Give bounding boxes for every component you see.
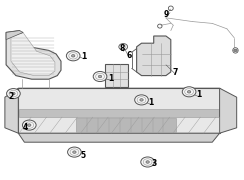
Circle shape [22,120,36,130]
Polygon shape [18,133,220,142]
Circle shape [187,91,191,93]
Polygon shape [137,36,171,76]
Text: 2: 2 [8,92,14,101]
Polygon shape [220,88,237,133]
Polygon shape [6,31,61,79]
Text: 1: 1 [196,90,202,99]
Text: 7: 7 [173,68,178,76]
Circle shape [28,124,31,126]
Text: 6: 6 [127,51,132,60]
Circle shape [7,89,20,99]
Text: 4: 4 [23,123,28,132]
Circle shape [135,95,148,105]
Polygon shape [6,31,23,40]
Circle shape [66,51,80,61]
Polygon shape [11,33,55,76]
Circle shape [68,147,81,157]
Polygon shape [18,88,220,95]
Circle shape [93,71,107,82]
Text: 5: 5 [80,151,86,160]
Polygon shape [76,118,176,132]
Text: 9: 9 [163,10,169,19]
Circle shape [141,157,154,167]
Text: 1: 1 [149,98,154,107]
Polygon shape [18,88,220,133]
Circle shape [73,151,76,153]
Circle shape [71,55,75,57]
Circle shape [12,92,15,95]
Text: 8: 8 [119,44,125,53]
Text: 3: 3 [151,159,156,168]
Circle shape [234,49,237,52]
Text: 1: 1 [108,74,114,83]
Circle shape [119,44,128,50]
Circle shape [98,75,102,78]
Polygon shape [19,109,219,117]
Circle shape [182,87,196,97]
Text: 1: 1 [81,52,87,61]
Bar [105,64,128,87]
Polygon shape [5,88,18,133]
Circle shape [146,161,149,163]
Circle shape [140,99,143,101]
